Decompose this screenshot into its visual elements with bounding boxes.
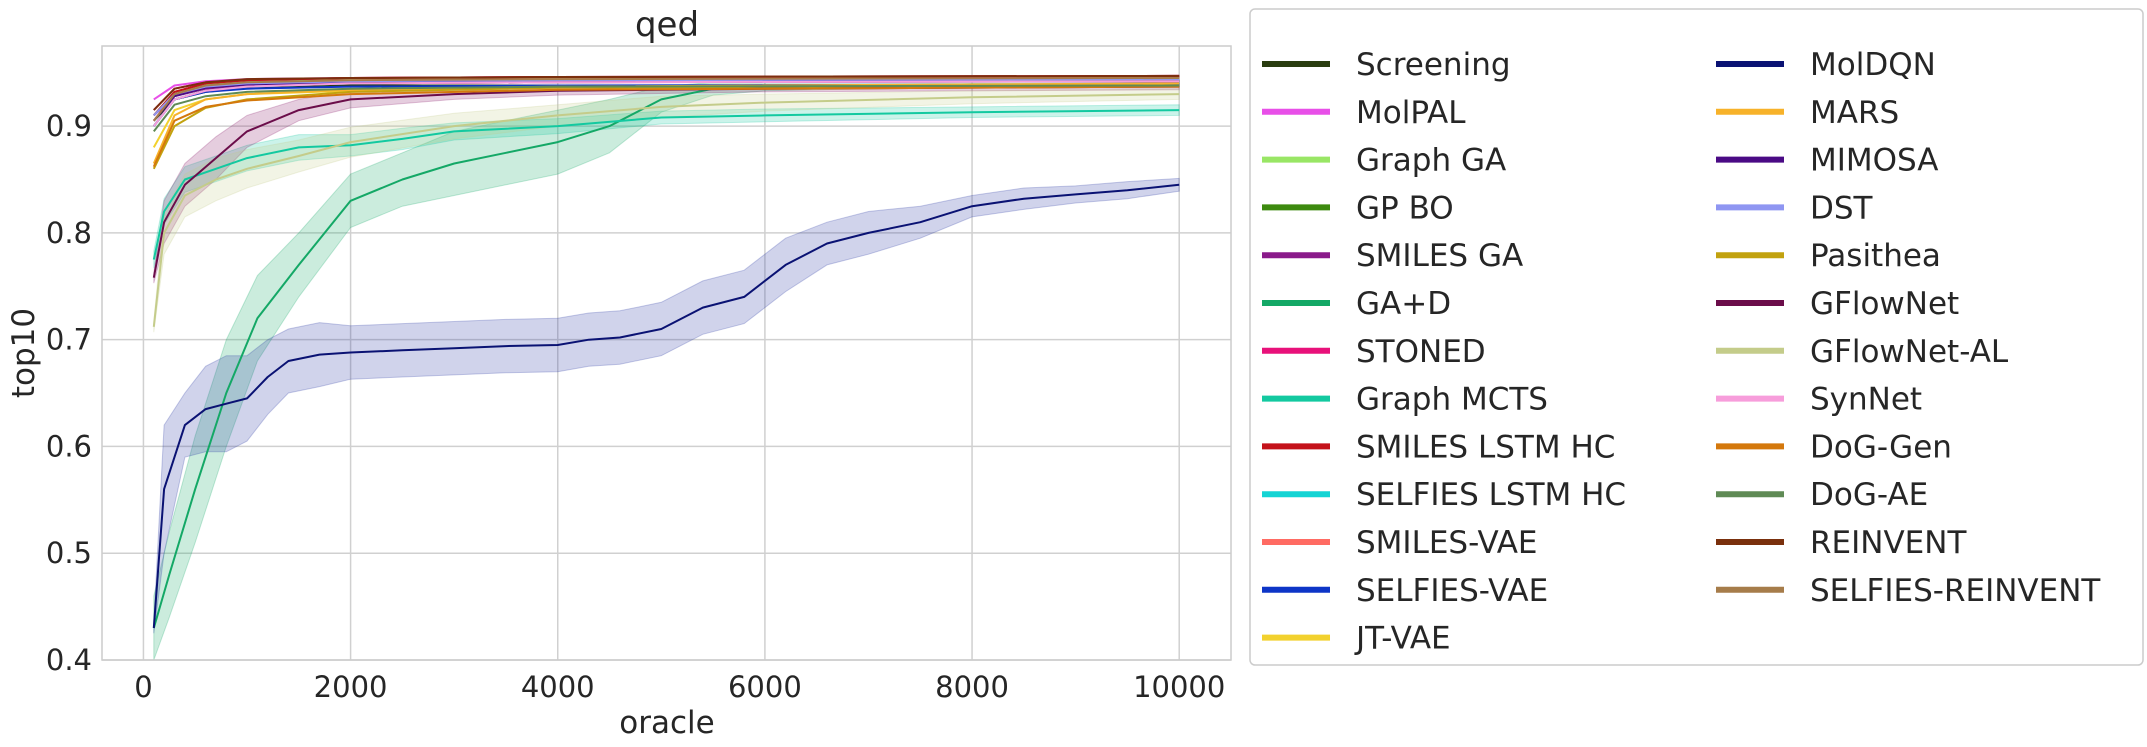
y-tick-label: 0.8 — [46, 216, 92, 250]
legend-frame — [1249, 8, 2144, 666]
line-graph-mcts — [152, 109, 1180, 260]
y-tick-label: 0.5 — [46, 536, 92, 570]
legend-item-graph-mcts: Graph MCTS — [1262, 382, 1548, 418]
y-tick-label: 0.4 — [46, 643, 92, 677]
legend-label: STONED — [1356, 334, 1486, 370]
legend-item-graph-ga: Graph GA — [1262, 143, 1506, 179]
legend-label: MolDQN — [1810, 47, 1936, 83]
legend-item-moldqn: MolDQN — [1716, 47, 1936, 83]
legend-label: GP BO — [1356, 190, 1454, 226]
line-dog-ae — [153, 84, 1180, 133]
x-tick-label: 2000 — [314, 670, 388, 704]
legend-label: DST — [1810, 190, 1874, 226]
legend-item-screening: Screening — [1262, 47, 1511, 83]
legend-item-mimosa: MIMOSA — [1716, 143, 1939, 179]
legend-item-ga-d: GA+D — [1262, 286, 1451, 322]
legend-label: SELFIES LSTM HC — [1356, 477, 1626, 513]
legend-item-pasithea: Pasithea — [1716, 238, 1941, 274]
y-tick-label: 0.7 — [46, 323, 92, 357]
legend-label: GFlowNet-AL — [1810, 334, 2009, 370]
legend-label: REINVENT — [1810, 525, 1967, 561]
line-selfies-reinvent — [153, 77, 1180, 122]
legend-item-smiles-lstm-hc: SMILES LSTM HC — [1262, 429, 1615, 465]
plot-frame — [101, 45, 1232, 661]
legend: Screening MolPAL Graph GA GP BO SMILES GA GA+… — [1262, 47, 2101, 657]
x-ticks: 0 2000 4000 6000 8000 10000 — [134, 670, 1225, 704]
legend-label: SMILES LSTM HC — [1356, 429, 1615, 465]
line-gflownet-al — [152, 93, 1180, 327]
line-dog-gen — [152, 85, 1180, 168]
legend-item-selfies-lstm-hc: SELFIES LSTM HC — [1262, 477, 1626, 513]
x-tick-label: 8000 — [935, 670, 1009, 704]
series-lines — [152, 74, 1180, 629]
line-moldqn — [152, 183, 1180, 629]
legend-item-stoned: STONED — [1262, 334, 1486, 370]
band-moldqn — [153, 177, 1180, 634]
legend-label: SMILES GA — [1356, 238, 1523, 274]
y-ticks: 0.4 0.5 0.6 0.7 0.8 0.9 — [46, 109, 92, 677]
y-tick-label: 0.9 — [46, 109, 92, 143]
legend-item-gp-bo: GP BO — [1262, 190, 1454, 226]
legend-item-dst: DST — [1716, 190, 1874, 226]
legend-item-jt-vae: JT-VAE — [1262, 621, 1451, 657]
legend-label: MARS — [1810, 95, 1899, 131]
legend-label: MIMOSA — [1810, 143, 1939, 179]
legend-label: SELFIES-VAE — [1356, 573, 1548, 609]
legend-item-dog-ae: DoG-AE — [1716, 477, 1928, 513]
legend-item-smiles-ga: SMILES GA — [1262, 238, 1523, 274]
legend-label: SMILES-VAE — [1356, 525, 1538, 561]
legend-item-synnet: SynNet — [1716, 382, 1922, 418]
x-tick-label: 0 — [134, 670, 152, 704]
legend-label: Graph MCTS — [1356, 382, 1548, 418]
legend-label: Graph GA — [1356, 143, 1506, 179]
legend-item-selfies-vae: SELFIES-VAE — [1262, 573, 1548, 609]
line-reinvent — [153, 74, 1180, 111]
legend-item-mars: MARS — [1716, 95, 1899, 131]
band-gflownet-al — [153, 88, 1180, 333]
legend-item-molpal: MolPAL — [1262, 95, 1466, 131]
legend-item-smiles-vae: SMILES-VAE — [1262, 525, 1538, 561]
legend-label: GA+D — [1356, 286, 1451, 322]
legend-label: SynNet — [1810, 382, 1922, 418]
x-tick-label: 6000 — [728, 670, 802, 704]
legend-item-selfies-reinvent: SELFIES-REINVENT — [1716, 573, 2101, 609]
legend-item-reinvent: REINVENT — [1716, 525, 1967, 561]
y-tick-label: 0.6 — [46, 429, 92, 463]
band-gflownet — [153, 82, 1180, 284]
legend-label: Pasithea — [1810, 238, 1941, 274]
legend-item-gflownet-al: GFlowNet-AL — [1716, 334, 2009, 370]
legend-label: MolPAL — [1356, 95, 1466, 131]
x-tick-label: 10000 — [1133, 670, 1225, 704]
chart-title: qed — [635, 5, 699, 45]
legend-label: DoG-Gen — [1810, 429, 1952, 465]
band-graph-mcts — [153, 104, 1180, 269]
legend-item-gflownet: GFlowNet — [1716, 286, 1959, 322]
legend-item-dog-gen: DoG-Gen — [1716, 429, 1952, 465]
legend-label: DoG-AE — [1810, 477, 1928, 513]
legend-label: JT-VAE — [1354, 621, 1451, 657]
legend-label: Screening — [1356, 47, 1511, 83]
line-synnet — [153, 80, 1180, 127]
y-axis-label: top10 — [6, 308, 42, 398]
legend-label: GFlowNet — [1810, 286, 1959, 322]
legend-label: SELFIES-REINVENT — [1810, 573, 2101, 609]
x-tick-label: 4000 — [521, 670, 595, 704]
x-axis-label: oracle — [619, 705, 714, 741]
